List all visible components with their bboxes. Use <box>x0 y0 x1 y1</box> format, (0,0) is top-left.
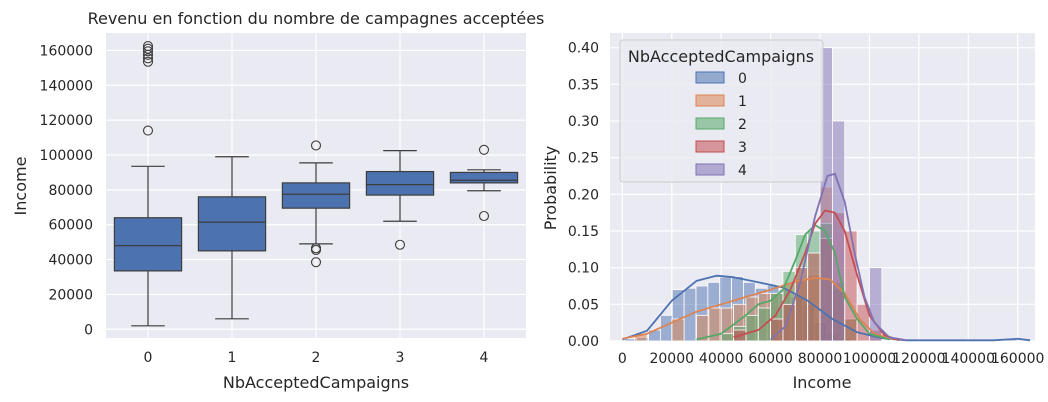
boxplot-y-tick-labels: 0 20000 40000 60000 80000 100000 120000 140000 1… <box>40 43 93 338</box>
boxplot-x-tick-label: 2 <box>312 350 321 366</box>
histogram-bar <box>831 120 846 342</box>
box-iqr <box>197 196 267 252</box>
legend-title: NbAcceptedCampaigns <box>628 47 814 66</box>
boxplot-x-tick-label: 0 <box>144 350 153 366</box>
kde-line-1 <box>622 276 895 341</box>
legend-swatch-3 <box>695 140 725 153</box>
box-outlier <box>142 53 154 64</box>
histogram-y-tick-labels: 0.00 0.05 0.10 0.15 0.20 0.25 0.30 0.35 0.40 <box>568 41 599 350</box>
legend-swatch-0 <box>695 71 725 84</box>
box-outlier <box>142 43 154 54</box>
box-outlier <box>310 244 322 256</box>
histogram-x-tick-label: 120000 <box>892 351 945 367</box>
box-outlier <box>142 56 154 67</box>
histogram-bar <box>844 230 858 342</box>
histogram-x-tick-label: 20000 <box>649 351 694 367</box>
boxplot-x-tick-labels: 0 1 2 3 4 <box>144 350 489 366</box>
boxplot-y-tick-label: 0 <box>84 322 93 338</box>
legend-label-2: 2 <box>738 117 747 133</box>
kde-line-3 <box>733 209 900 342</box>
histogram-bar <box>660 314 673 342</box>
histogram-y-tick-label: 0.15 <box>568 224 599 240</box>
box-group-0 <box>113 41 183 327</box>
histogram-legend: NbAcceptedCampaigns 0 1 2 3 4 <box>619 39 824 183</box>
boxplot-y-tick-label: 60000 <box>48 218 93 234</box>
kde-line-0 <box>622 274 1031 342</box>
box-iqr <box>113 217 183 272</box>
boxplot-y-tick-label: 100000 <box>40 148 93 164</box>
histogram-x-tick-label: 80000 <box>798 351 843 367</box>
box-iqr <box>281 182 351 209</box>
box-outlier <box>142 46 154 57</box>
legend-frame <box>619 39 824 183</box>
histogram-x-tick-label: 100000 <box>843 351 896 367</box>
box-group-1 <box>197 156 267 320</box>
boxplot-x-axis-label: NbAcceptedCampaigns <box>223 373 409 392</box>
box-outlier <box>310 140 322 151</box>
histogram-bar <box>745 314 759 342</box>
histogram-y-tick-label: 0.20 <box>568 187 599 203</box>
box-outlier <box>310 257 322 268</box>
box-iqr <box>365 170 435 196</box>
legend-swatch-1 <box>695 94 725 107</box>
legend-label-0: 0 <box>738 71 747 87</box>
histogram-y-tick-label: 0.35 <box>568 77 599 93</box>
box-outlier <box>142 125 154 136</box>
kde-line-2 <box>696 224 890 341</box>
histogram-x-tick-label: 160000 <box>991 351 1044 367</box>
histogram-x-tick-label: 40000 <box>699 351 744 367</box>
histogram-y-tick-label: 0.00 <box>568 334 599 350</box>
boxplot-y-tick-label: 160000 <box>40 43 93 59</box>
histogram-bar <box>782 303 796 342</box>
histogram-x-tick-label: 60000 <box>748 351 793 367</box>
boxplot-x-tick-label: 4 <box>480 350 489 366</box>
boxplot-y-tick-label: 80000 <box>48 183 93 199</box>
histogram-y-tick-label: 0.05 <box>568 297 599 313</box>
kde-line-4 <box>770 172 907 342</box>
box-outlier <box>142 41 154 52</box>
histogram-bar <box>720 333 734 342</box>
legend-label-3: 3 <box>738 140 747 156</box>
histogram-y-tick-label: 0.40 <box>568 41 599 57</box>
histogram-x-tick-label: 0 <box>618 351 627 367</box>
legend-label-1: 1 <box>738 94 747 110</box>
boxplot-y-axis-label: Income <box>11 157 30 216</box>
legend-items: 0 1 2 3 4 <box>695 71 747 179</box>
histogram-bar <box>869 267 883 342</box>
legend-label-4: 4 <box>738 163 747 179</box>
boxplot-title: Revenu en fonction du nombre de campagne… <box>88 9 545 28</box>
histogram-x-tick-label: 140000 <box>942 351 995 367</box>
box-group-4 <box>449 144 519 222</box>
histogram-panel: 0.000.050.100.150.200.250.300.350.40 0 20… <box>541 33 1044 392</box>
box-group-3 <box>365 150 435 250</box>
box-outlier <box>394 239 406 250</box>
histogram-y-tick-label: 0.25 <box>568 151 599 167</box>
box-outlier <box>478 144 490 155</box>
box-iqr <box>449 171 519 184</box>
boxplot-x-tick-label: 1 <box>228 350 237 366</box>
boxplot-y-tick-label: 120000 <box>40 113 93 129</box>
histogram-y-tick-label: 0.10 <box>568 261 599 277</box>
box-group-2 <box>281 140 351 268</box>
box-outlier <box>478 210 490 222</box>
legend-swatch-2 <box>695 117 725 130</box>
histogram-kde-lines <box>622 172 1031 342</box>
histogram-bar <box>807 252 821 342</box>
histogram-y-axis-label: Probability <box>541 146 560 231</box>
boxplot-x-tick-label: 3 <box>396 350 405 366</box>
legend-swatch-4 <box>695 163 725 176</box>
histogram-bars <box>624 47 1018 342</box>
boxplot-boxes <box>113 41 519 327</box>
boxplot-y-tick-label: 140000 <box>40 78 93 94</box>
histogram-y-tick-label: 0.30 <box>568 114 599 130</box>
boxplot-y-tick-label: 20000 <box>48 287 93 303</box>
boxplot-y-tick-label: 40000 <box>48 253 93 269</box>
boxplot-panel: 0 20000 40000 60000 80000 100000 120000 140000 1… <box>11 9 544 392</box>
histogram-x-axis-label: Income <box>793 373 852 392</box>
histogram-x-tick-labels: 0 20000 40000 60000 80000 1000001200001400001… <box>618 351 1045 367</box>
